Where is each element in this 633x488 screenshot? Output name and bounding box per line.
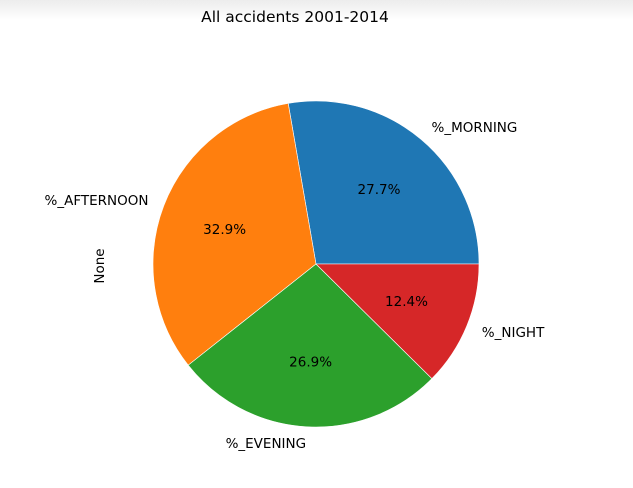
pie-pct-label-afternoon: 32.9% xyxy=(203,222,246,238)
pie-slice-afternoon xyxy=(152,103,317,366)
pie-slice-label-morning: %_MORNING xyxy=(432,120,518,136)
pie-slice-evening xyxy=(187,263,433,428)
pie-slice-night xyxy=(315,263,480,380)
pie-pct-label-night: 12.4% xyxy=(385,294,428,310)
pie-slice-label-evening: %_EVENING xyxy=(226,436,307,452)
pie-pct-label-evening: 26.9% xyxy=(289,355,332,371)
pie-labels: 27.7% %_MORNING 32.9% %_AFTERNOON 26.9% %_EVE… xyxy=(45,120,546,452)
y-axis-label: None xyxy=(92,248,108,283)
notebook-output-top-shade xyxy=(0,0,633,20)
pie-slice-morning xyxy=(287,100,480,265)
pie-slice-label-night: %_NIGHT xyxy=(482,325,545,341)
pie-pct-label-morning: 27.7% xyxy=(358,182,401,198)
pie-slices xyxy=(152,100,480,428)
pie-slice-label-afternoon: %_AFTERNOON xyxy=(45,193,149,209)
chart-title: All accidents 2001-2014 xyxy=(201,8,389,26)
